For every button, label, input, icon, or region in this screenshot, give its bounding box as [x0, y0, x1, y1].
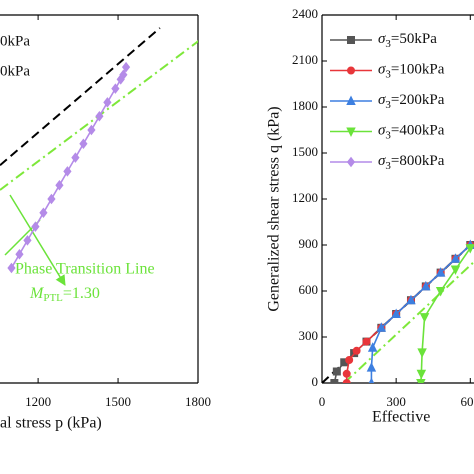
marker	[368, 377, 375, 383]
marker	[366, 362, 377, 372]
marker	[55, 179, 64, 191]
y-tick-label: 0	[312, 374, 319, 389]
marker	[332, 367, 341, 376]
marker	[346, 66, 355, 75]
marker	[7, 262, 16, 274]
marker	[367, 342, 378, 352]
marker	[376, 322, 387, 332]
marker	[95, 110, 104, 122]
marker	[419, 313, 430, 323]
marker	[342, 379, 351, 383]
annotation: MPTL=1.30	[29, 285, 100, 304]
marker	[416, 369, 427, 380]
marker	[71, 152, 80, 163]
marker	[79, 138, 88, 150]
marker	[362, 337, 371, 346]
annotation-arrow	[9, 194, 66, 286]
legend-label: σ3=100kPa	[378, 62, 445, 80]
legend-label: σ3=400kPa	[378, 123, 445, 141]
marker	[346, 95, 356, 105]
x-tick-label: 600	[461, 394, 474, 409]
marker	[406, 294, 416, 305]
marker	[31, 221, 40, 232]
marker	[346, 156, 356, 168]
y-tick-label: 1200	[292, 190, 318, 205]
marker	[435, 267, 446, 277]
marker	[346, 127, 356, 137]
reference-line	[343, 261, 474, 383]
x-axis-label: al stress p (kPa)	[0, 415, 102, 432]
x-tick-label: 1800	[185, 394, 211, 409]
marker	[450, 253, 461, 263]
annotation-part: M	[29, 285, 45, 302]
annotation-part: PTL	[43, 292, 63, 304]
legend-label: σ3=50kPa	[378, 31, 437, 49]
marker	[111, 83, 120, 94]
plot-area	[322, 239, 474, 383]
y-axis-label: Generalized shear stress q (kPa)	[266, 106, 283, 311]
marker	[63, 166, 72, 177]
marker	[417, 348, 427, 358]
y-tick-label: 300	[299, 328, 319, 343]
y-tick-label: 2100	[292, 52, 318, 67]
marker	[15, 248, 24, 260]
x-axis-label: Effective	[372, 409, 430, 426]
x-tick-label: 1200	[25, 394, 51, 409]
marker	[121, 61, 131, 73]
x-tick-label: 300	[386, 394, 406, 409]
y-tick-label: 1800	[292, 98, 318, 113]
legend-label: 0kPa	[0, 33, 30, 49]
marker	[39, 207, 48, 219]
marker	[119, 69, 128, 81]
y-tick-label: 1500	[292, 144, 318, 159]
plot-area	[0, 27, 198, 274]
series-line	[370, 244, 471, 383]
legend-label: σ3=800kPa	[378, 153, 445, 171]
marker	[330, 378, 339, 383]
legend-label: σ3=200kPa	[378, 92, 445, 110]
marker	[346, 36, 355, 45]
marker	[352, 346, 361, 355]
marker	[421, 280, 431, 291]
legend-label: 0kPa	[0, 63, 30, 79]
y-tick-label: 600	[299, 282, 319, 297]
marker	[103, 97, 112, 108]
y-tick-label: 900	[299, 236, 319, 251]
series-line	[333, 244, 471, 383]
marker	[465, 244, 474, 254]
marker	[435, 286, 446, 297]
marker	[416, 378, 426, 383]
marker	[450, 265, 461, 276]
marker	[47, 193, 56, 205]
marker	[87, 124, 96, 136]
reference-line	[0, 27, 161, 167]
x-tick-label: 0	[319, 394, 326, 409]
annotation-part: =1.30	[63, 285, 100, 302]
marker	[23, 235, 32, 246]
marker	[342, 369, 351, 378]
x-tick-label: 1500	[105, 394, 131, 409]
y-tick-label: 2400	[292, 6, 318, 21]
marker	[391, 308, 401, 319]
annotation: Phase Transition Line	[15, 261, 155, 278]
marker	[345, 355, 354, 364]
